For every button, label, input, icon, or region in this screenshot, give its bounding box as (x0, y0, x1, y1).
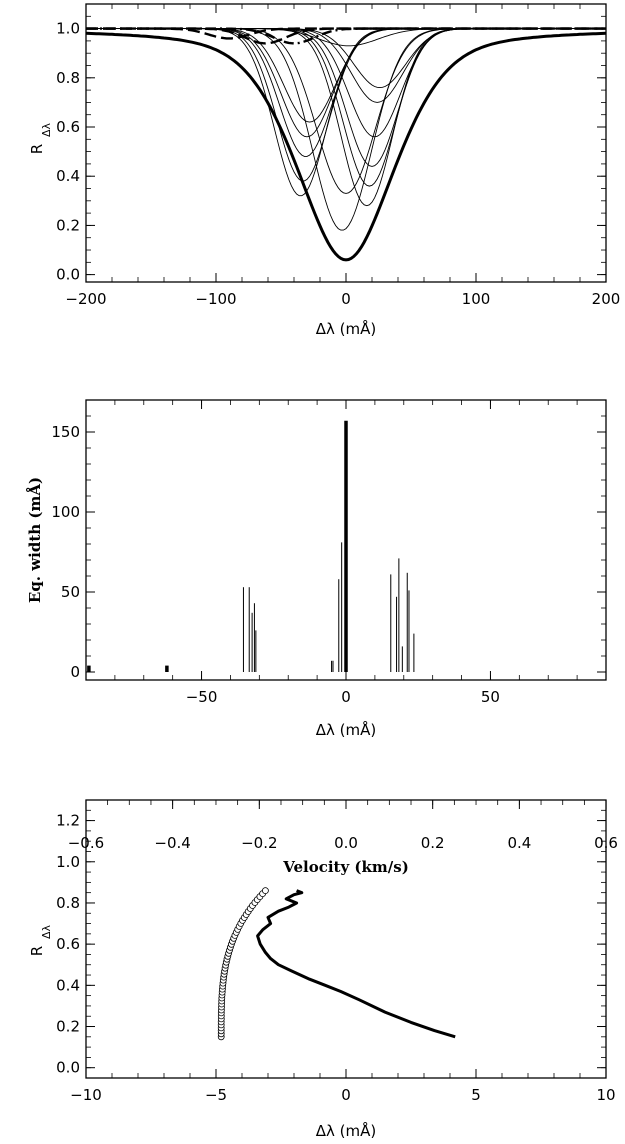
x-tick-label: 5 (471, 1086, 481, 1104)
component-profile-line (86, 28, 606, 167)
panel-1-ylabel-main: R (28, 144, 46, 154)
x-tick-label: 100 (462, 290, 491, 308)
small-profile-line (86, 27, 606, 45)
y-tick-label: 1.0 (56, 20, 80, 38)
y-tick-label: 0 (70, 663, 80, 681)
bisector-line (256, 889, 456, 1039)
component-profile-line (86, 28, 606, 123)
panel-3-top-xlabel: Velocity (km/s) (282, 858, 409, 876)
panel-line-profiles: −200 −100 0 100 200 0.0 0.2 0.4 0.6 0.8 1.0 Δλ (mÅ… (28, 3, 621, 338)
component-profile-line (86, 28, 606, 231)
panel-1-ylabel-sub: Δλ (40, 122, 53, 137)
y-tick-label: 0.0 (56, 266, 80, 284)
y-tick-label: 0.0 (56, 1059, 80, 1077)
component-profile-line (86, 28, 606, 157)
panel-1-xlabel: Δλ (mÅ) (316, 319, 376, 338)
y-tick-label: 0.2 (56, 1018, 80, 1036)
component-profile-line (86, 28, 606, 138)
circle-point (261, 887, 269, 894)
top-x-tick-label: 0.0 (334, 834, 358, 852)
y-tick-label: 1.0 (56, 853, 80, 871)
panel-equivalent-width: −50 0 50 0 50 100 150 Δλ (mÅ) Eq. width (mÅ) (26, 399, 607, 739)
panel-3-xlabel: Δλ (mÅ) (316, 1121, 376, 1140)
small-profile-line (86, 27, 606, 45)
component-profile-line (86, 28, 606, 207)
component-profile-line (86, 28, 606, 138)
top-x-tick-label: 0.6 (594, 834, 618, 852)
y-tick-label: 150 (51, 423, 80, 441)
x-tick-label: 50 (481, 688, 500, 706)
y-tick-label: 0.6 (56, 118, 80, 136)
panel-bisector: −10 −5 0 5 10 0.0 0.2 0.4 0.6 0.8 1.0 1.2 −0.6 −0.4 −0… (28, 799, 618, 1140)
total-profile-line (85, 31, 607, 262)
panel-1-ylabel: R Δλ (28, 122, 53, 154)
x-tick-label: −50 (186, 688, 218, 706)
y-tick-label: 0.2 (56, 216, 80, 234)
y-tick-label: 0.6 (56, 935, 80, 953)
top-x-tick-label: −0.2 (241, 834, 277, 852)
x-tick-label: −100 (195, 290, 236, 308)
x-tick-label: −200 (65, 290, 106, 308)
top-x-tick-label: 0.2 (421, 834, 445, 852)
x-tick-label: 0 (341, 688, 351, 706)
panel-3-ylabel: R Δλ (28, 924, 53, 956)
top-x-tick-label: −0.4 (154, 834, 190, 852)
panel-3-ylabel-main: R (28, 946, 46, 956)
y-tick-label: 0.4 (56, 976, 80, 994)
component-profile-line (86, 28, 606, 187)
panel-2-xlabel: Δλ (mÅ) (316, 720, 376, 739)
y-tick-label: 50 (61, 583, 80, 601)
top-x-tick-label: −0.6 (68, 834, 104, 852)
x-tick-label: −5 (205, 1086, 227, 1104)
y-tick-label: 1.2 (56, 812, 80, 830)
y-tick-label: 0.8 (56, 69, 80, 87)
x-tick-label: 200 (592, 290, 621, 308)
x-tick-label: 10 (596, 1086, 615, 1104)
panel-3-ylabel-sub: Δλ (40, 924, 53, 939)
x-tick-label: −10 (70, 1086, 102, 1104)
y-tick-label: 0.8 (56, 894, 80, 912)
y-tick-label: 0.4 (56, 167, 80, 185)
panel-2-ylabel: Eq. width (mÅ) (26, 477, 44, 603)
y-tick-label: 100 (51, 503, 80, 521)
x-tick-label: 0 (341, 290, 351, 308)
x-tick-label: 0 (341, 1086, 351, 1104)
top-x-tick-label: 0.4 (507, 834, 531, 852)
